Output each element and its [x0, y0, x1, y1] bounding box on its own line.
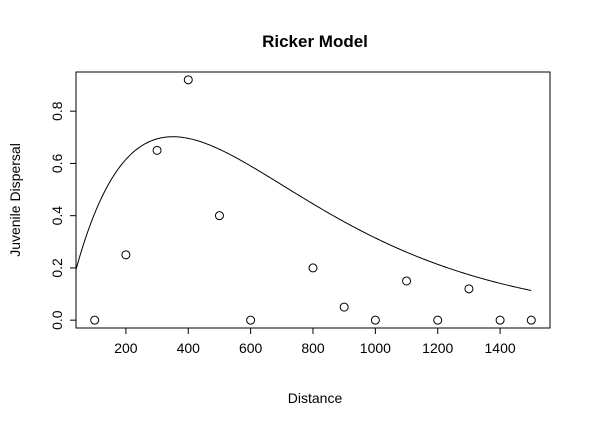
x-tick-label: 1400 — [485, 340, 516, 356]
data-point — [214, 211, 224, 221]
y-axis: 0.0 0.2 0.4 0.6 0.8 — [49, 101, 76, 330]
data-points — [90, 75, 536, 325]
y-tick-label: 0.2 — [49, 258, 65, 278]
data-point — [339, 302, 349, 312]
data-point — [246, 315, 256, 325]
data-point — [90, 315, 100, 325]
x-tick-label: 600 — [239, 340, 263, 356]
y-tick-label: 0.8 — [49, 101, 65, 121]
data-point — [433, 315, 443, 325]
ricker-fit-curve — [75, 136, 532, 291]
data-point — [526, 315, 536, 325]
x-tick-label: 200 — [114, 340, 138, 356]
data-point — [370, 315, 380, 325]
data-point — [495, 315, 505, 325]
data-point — [121, 250, 131, 260]
data-point — [183, 75, 193, 85]
x-tick-label: 400 — [177, 340, 201, 356]
y-tick-label: 0.4 — [49, 206, 65, 226]
data-point — [152, 145, 162, 155]
chart-title: Ricker Model — [262, 32, 368, 51]
data-point — [402, 276, 412, 286]
x-axis: 200 400 600 800 1000 1200 1400 — [114, 328, 516, 356]
y-tick-label: 0.0 — [49, 310, 65, 330]
x-tick-label: 1000 — [360, 340, 391, 356]
y-axis-label: Juvenile Dispersal — [7, 143, 23, 257]
y-tick-label: 0.6 — [49, 153, 65, 173]
plot-frame — [75, 71, 551, 329]
data-point — [464, 284, 474, 294]
data-point — [308, 263, 318, 273]
x-axis-label: Distance — [288, 390, 343, 406]
x-tick-label: 800 — [301, 340, 325, 356]
x-tick-label: 1200 — [422, 340, 453, 356]
